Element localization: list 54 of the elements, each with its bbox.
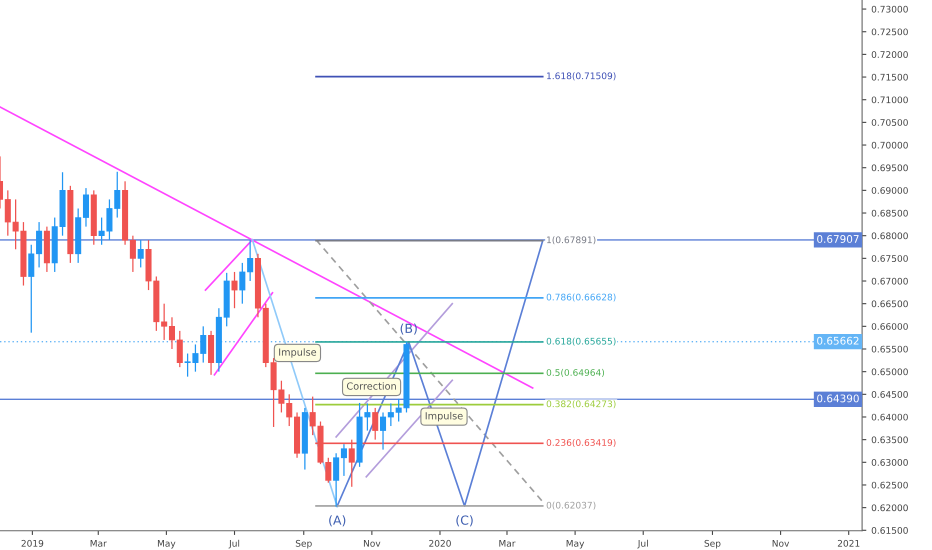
x-tick-label: Sep [704, 540, 720, 549]
x-tick-label: Nov [772, 540, 790, 547]
y-tick-label: 0.67000 [872, 278, 908, 285]
x-tick-label: May [566, 540, 584, 549]
series-label: 1.618(0.71509) [547, 72, 616, 80]
ref-line-label: 0.64390 [817, 394, 859, 402]
y-tick-label: 0.66000 [872, 323, 908, 330]
x-tick-label: 2021 [838, 540, 860, 547]
y-tick-label: 0.61500 [872, 527, 908, 534]
y-tick-label: 0.65000 [872, 368, 908, 376]
y-tick-label: 0.69000 [872, 187, 908, 194]
y-tick-label: 0.73000 [872, 6, 908, 13]
annotation: (C) [456, 515, 473, 526]
y-tick-label: 0.67500 [872, 255, 908, 262]
x-tick-label: May [158, 540, 176, 549]
y-tick-label: 0.65500 [872, 346, 908, 353]
x-tick-label: Jul [228, 540, 240, 548]
series-label: 0.5(0.64964) [546, 368, 604, 377]
series-label: 0(0.62037) [546, 502, 596, 510]
annotation: (B) [400, 323, 417, 335]
series-label: 1(0.67891) [547, 236, 596, 244]
x-tick-label: Mar [499, 540, 516, 547]
x-tick-label: Nov [364, 540, 380, 547]
y-tick-label: 0.71000 [872, 96, 908, 104]
x-tick-label: Sep [296, 540, 312, 549]
x-tick-label: Jul [637, 540, 648, 548]
x-tick-label: Mar [90, 540, 107, 547]
y-tick-label: 0.70000 [872, 142, 908, 149]
series-label: 0.236(0.63419) [546, 438, 616, 447]
annotation: Impulse [279, 348, 316, 358]
annotation: Impulse [426, 412, 463, 422]
annotation: (A) [329, 515, 346, 526]
ref-line-label: 0.65662 [817, 336, 858, 345]
y-tick-label: 0.63500 [872, 436, 908, 444]
x-tick-label: 2020 [429, 540, 451, 547]
y-tick-label: 0.63000 [872, 459, 908, 466]
x-tick-label: 2019 [22, 540, 44, 547]
ref-line-label: 0.67907 [817, 235, 859, 243]
annotation: Correction [346, 382, 396, 390]
y-tick-label: 0.64000 [872, 414, 908, 421]
y-tick-label: 0.68000 [872, 232, 908, 240]
y-tick-label: 0.69500 [872, 164, 908, 172]
series-label: 0.786(0.66628) [546, 294, 616, 302]
y-tick-label: 0.64500 [872, 391, 908, 398]
series-label: 0.382(0.64273) [546, 400, 616, 408]
y-tick-label: 0.62500 [872, 482, 908, 489]
y-tick-label: 0.70500 [872, 119, 908, 126]
y-tick-label: 0.72500 [872, 28, 908, 36]
y-tick-label: 0.68500 [872, 210, 908, 217]
y-tick-label: 0.72000 [872, 51, 908, 58]
y-tick-label: 0.71500 [872, 74, 908, 81]
series-label: 0.618(0.65655) [546, 338, 616, 346]
y-tick-label: 0.62000 [872, 504, 908, 512]
y-tick-label: 0.66500 [872, 300, 908, 308]
